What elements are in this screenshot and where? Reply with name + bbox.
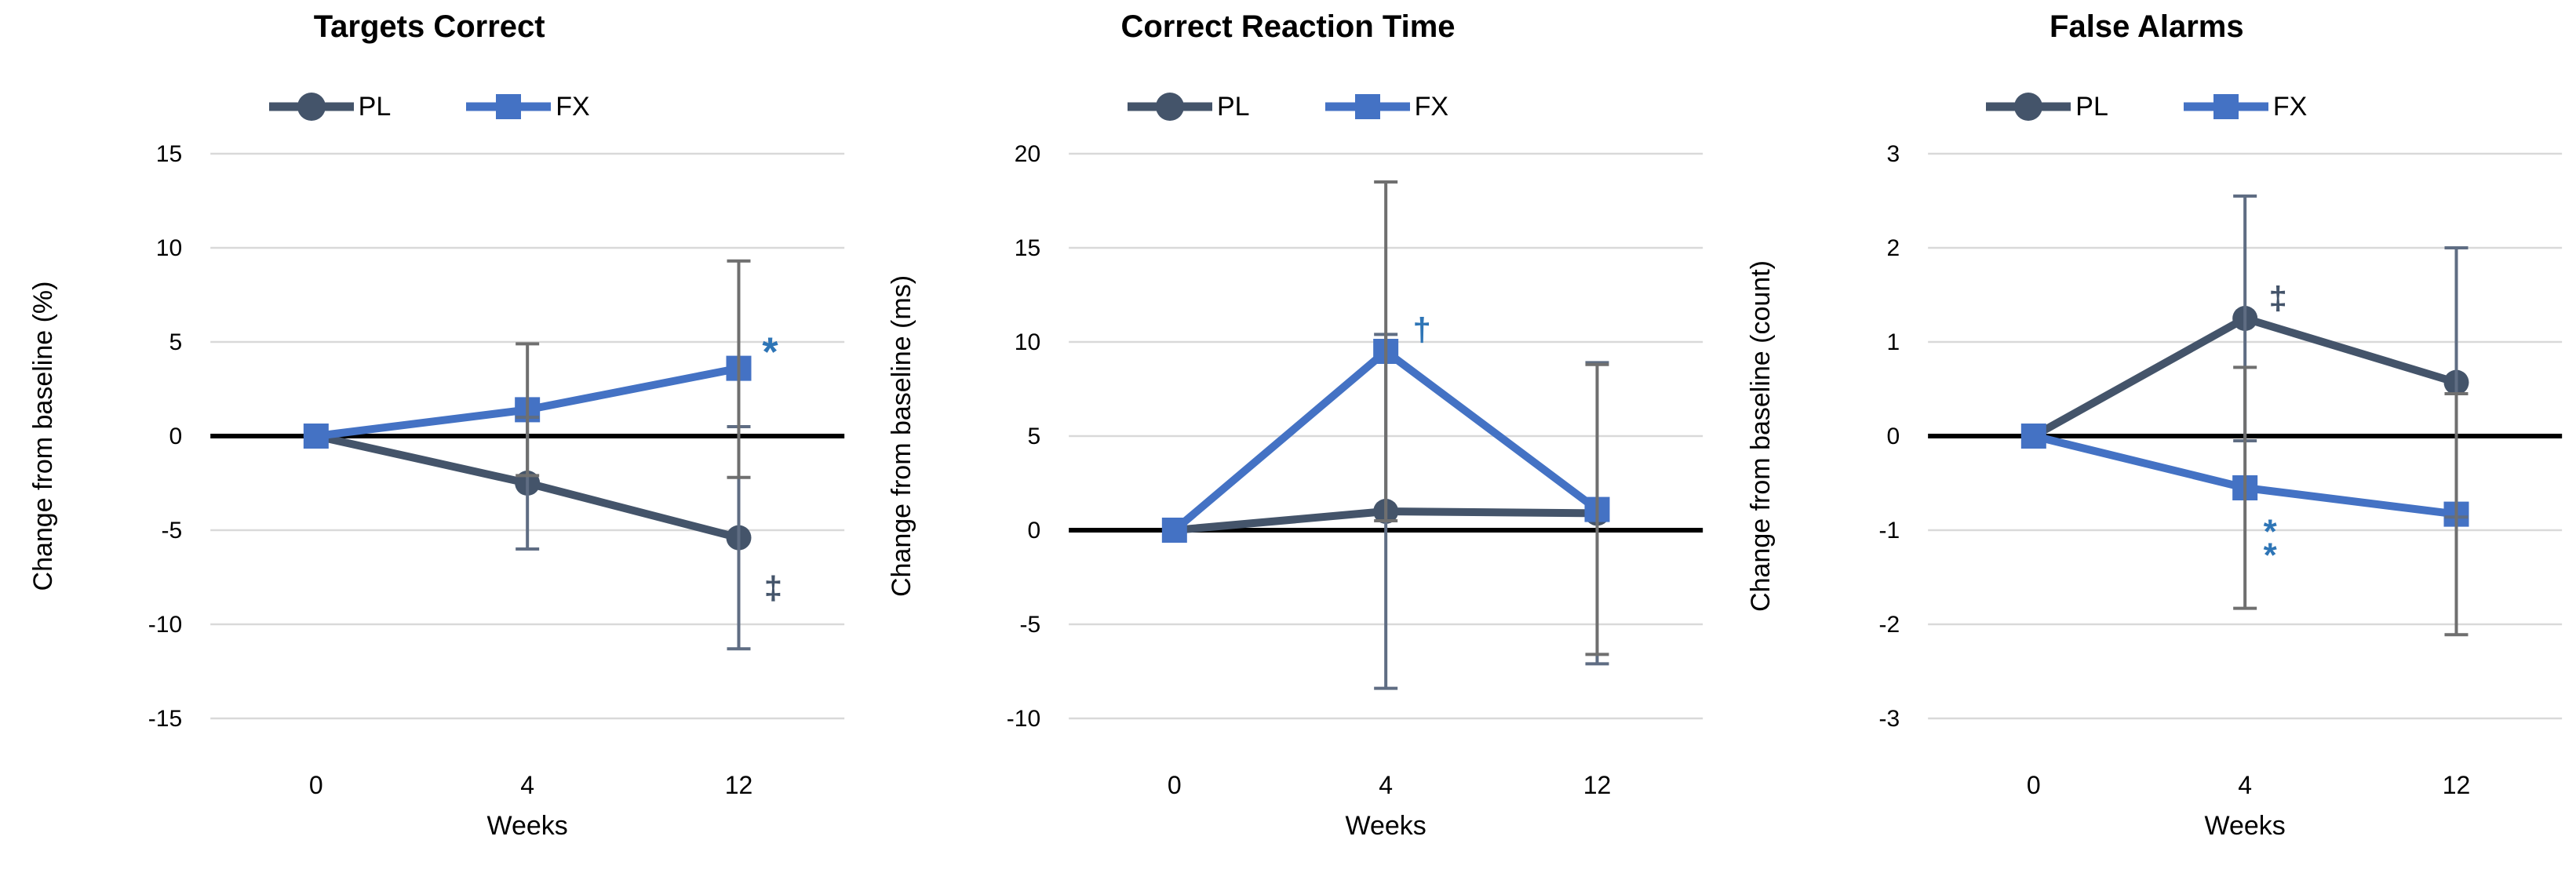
y-tick-label: 2 (1886, 235, 1900, 261)
y-tick-label: -2 (1878, 612, 1900, 638)
significance-annotation: * (2263, 536, 2277, 575)
pl-line-circle-icon (1986, 89, 2071, 124)
chart-title: Correct Reaction Time (1120, 9, 1456, 44)
y-axis-title: Change from baseline (count) (1746, 260, 1776, 612)
legend-item-pl: PL (1986, 89, 2108, 124)
legend-label-fx: FX (2272, 91, 2308, 122)
x-tick-label: 0 (309, 771, 323, 799)
x-tick-label: 4 (2238, 771, 2252, 799)
x-tick-label: 12 (725, 771, 753, 799)
y-tick-label: 10 (156, 235, 182, 261)
chart-title: False Alarms (2050, 9, 2244, 44)
marker-fx-week-0 (2020, 424, 2046, 449)
legend-item-fx: FX (466, 89, 590, 124)
legend-item-pl: PL (268, 89, 392, 124)
pl-line-circle-icon (1127, 89, 1212, 124)
plot-svg: ‡ ** 3 2 1 0 -1 -2 -3 Change from baseline (count… (1746, 141, 2562, 841)
legend: PL FX (858, 89, 1717, 124)
y-tick-label: -3 (1878, 706, 1900, 732)
y-tick-label: 1 (1886, 329, 1900, 355)
error-bar-fx-week-4 (516, 342, 540, 478)
legend-item-fx: FX (1324, 89, 1449, 124)
error-bar-fx-week-12 (727, 259, 751, 479)
x-tick-label: 12 (1583, 771, 1612, 799)
y-tick-label: 0 (1886, 424, 1900, 449)
legend-label-pl: PL (358, 91, 392, 122)
y-axis-title: Change from baseline (ms) (887, 275, 916, 597)
pl-line-circle-icon (268, 89, 354, 124)
y-tick-label: 5 (1028, 424, 1041, 449)
error-bar-fx-week-4 (1374, 180, 1398, 522)
significance-annotation: † (1413, 311, 1431, 348)
x-tick-label: 0 (2027, 771, 2041, 799)
x-tick-label: 4 (520, 771, 534, 799)
legend: PL FX (0, 89, 858, 124)
chart-false-alarms: False Alarms PL FX ‡ * * 3 2 1 0 -1 -2 -3 Change f… (1718, 0, 2576, 869)
fx-line-square-icon (2183, 89, 2268, 124)
y-tick-label: 0 (1028, 518, 1041, 544)
plot-svg: † 20 15 10 5 0 -5 -10 Change from baseline (ms) 0… (887, 141, 1703, 841)
y-tick-label: -10 (1007, 706, 1040, 732)
legend-label-pl: PL (2075, 91, 2108, 122)
x-tick-label: 12 (2442, 771, 2470, 799)
legend-label-fx: FX (1414, 91, 1449, 122)
x-axis-title: Weeks (487, 811, 568, 841)
plot-area-targets-correct: * ‡ 15 10 5 0 -5 -10 -15 Change from baseline (%)… (0, 129, 858, 869)
y-tick-label: 10 (1015, 329, 1040, 355)
plot-svg: * ‡ 15 10 5 0 -5 -10 -15 Change from baseline (%)… (28, 141, 845, 841)
y-tick-label: -15 (148, 706, 182, 732)
y-tick-label: 0 (169, 424, 182, 449)
y-tick-label: -5 (161, 518, 182, 544)
error-bar-fx-week-12 (1585, 362, 1609, 656)
error-bar-fx-week-12 (2444, 392, 2469, 637)
y-tick-label: 20 (1015, 141, 1040, 167)
error-bar-fx-week-4 (2232, 365, 2257, 610)
significance-annotation: * (762, 330, 778, 376)
y-tick-label: 15 (156, 141, 182, 167)
fx-line-square-icon (1324, 89, 1410, 124)
marker-fx-week-0 (1162, 518, 1188, 543)
fx-line-square-icon (466, 89, 552, 124)
x-axis-title: Weeks (2204, 811, 2285, 841)
chart-correct-reaction-time: Correct Reaction Time PL FX † 20 15 10 5 0 -5 -… (858, 0, 1717, 869)
legend-item-fx: FX (2183, 89, 2308, 124)
legend-label-pl: PL (1216, 91, 1250, 122)
plot-area-correct-reaction-time: † 20 15 10 5 0 -5 -10 Change from baseline (ms) 0… (858, 129, 1717, 869)
significance-annotation: ‡ (764, 569, 782, 606)
x-axis-title: Weeks (1346, 811, 1426, 841)
chart-targets-correct: Targets Correct PL FX * ‡ 15 10 5 0 -5 -10 -15 Ch… (0, 0, 858, 869)
chart-title: Targets Correct (313, 9, 545, 44)
significance-annotation: * (2263, 513, 2277, 551)
plot-area-false-alarms: ‡ * * 3 2 1 0 -1 -2 -3 Change from baseline (count… (1718, 129, 2576, 869)
y-tick-label: -1 (1878, 518, 1900, 544)
significance-annotation: ‡ (2268, 280, 2286, 317)
legend-item-pl: PL (1127, 89, 1250, 124)
y-tick-label: -10 (148, 612, 182, 638)
x-tick-label: 4 (1379, 771, 1394, 799)
y-axis-title: Change from baseline (%) (28, 282, 58, 591)
y-tick-label: -5 (1020, 612, 1041, 638)
y-tick-label: 3 (1886, 141, 1900, 167)
legend: PL FX (1718, 89, 2576, 124)
y-tick-label: 5 (169, 329, 182, 355)
y-tick-label: 15 (1015, 235, 1040, 261)
x-tick-label: 0 (1168, 771, 1182, 799)
legend-label-fx: FX (556, 91, 590, 122)
marker-fx-week-0 (303, 424, 329, 449)
